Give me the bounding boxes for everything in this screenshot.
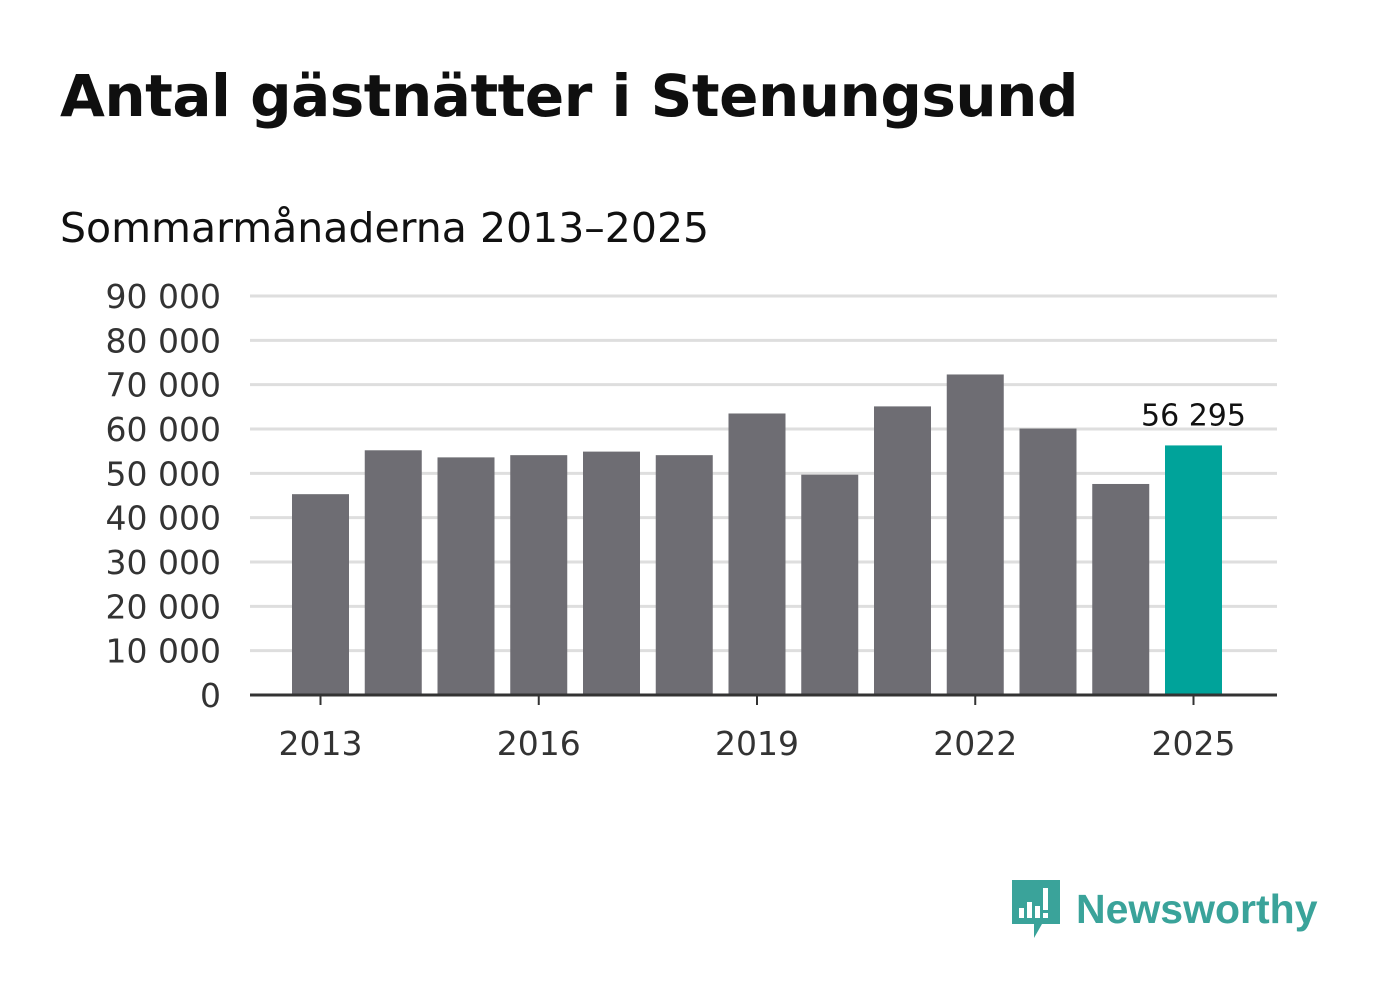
chart-subtitle: Sommarmånaderna 2013–2025 (60, 204, 710, 252)
bar-2017 (583, 451, 640, 695)
y-tick-label: 0 (200, 676, 221, 715)
y-tick-label: 30 000 (106, 543, 221, 582)
bar-2018 (655, 455, 713, 695)
brand-logo: Newsworthy (1010, 876, 1318, 942)
y-tick-label: 10 000 (106, 632, 221, 671)
bar-2025 (1165, 445, 1222, 695)
x-tick-label: 2019 (715, 724, 799, 763)
bar-2015 (437, 457, 495, 695)
bar-2024 (1092, 483, 1150, 695)
bar-2013 (292, 494, 349, 695)
bar-2023 (1019, 428, 1077, 695)
bar-2021 (874, 406, 931, 695)
y-tick-label: 50 000 (106, 454, 221, 493)
x-tick-label: 2016 (497, 724, 581, 763)
bar-2022 (946, 374, 1004, 695)
y-tick-label: 40 000 (106, 499, 221, 538)
brand-name: Newsworthy (1076, 885, 1318, 932)
bar-2020 (801, 474, 859, 695)
newsworthy-logo-icon (1012, 880, 1060, 938)
chart-title: Antal gästnätter i Stenungsund (60, 62, 1078, 130)
y-tick-label: 20 000 (106, 587, 221, 626)
bar-2016 (510, 455, 568, 695)
value-label: 56 295 (1141, 398, 1246, 433)
bar-2019 (728, 413, 786, 695)
x-tick-label: 2025 (1152, 724, 1236, 763)
x-tick-label: 2022 (933, 724, 1017, 763)
y-tick-label: 80 000 (106, 321, 221, 360)
y-tick-label: 90 000 (106, 277, 221, 316)
x-tick-label: 2013 (279, 724, 363, 763)
bar-2014 (364, 450, 422, 695)
y-tick-label: 70 000 (106, 366, 221, 405)
y-tick-label: 60 000 (106, 410, 221, 449)
